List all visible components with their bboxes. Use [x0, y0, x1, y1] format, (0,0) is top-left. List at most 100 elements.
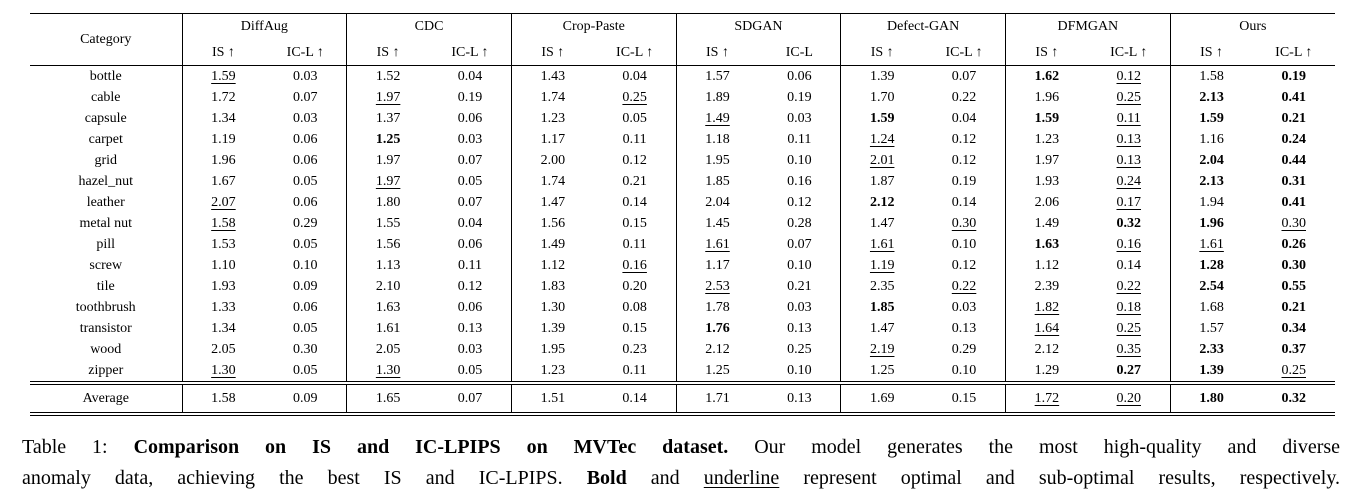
value: 1.16 — [1199, 132, 1224, 147]
value-cell: 0.21 — [1253, 108, 1335, 129]
value: 1.69 — [869, 390, 895, 406]
value-cell: 0.19 — [1253, 66, 1335, 88]
value: 1.93 — [211, 279, 236, 294]
value: 0.12 — [951, 153, 977, 168]
value: 0.07 — [951, 69, 977, 84]
table-row-toothbrush: toothbrush 1.33 0.06 1.63 0.06 1.30 0.08 1.78 0.… — [30, 297, 1335, 318]
value-cell: 2.04 — [1169, 150, 1253, 171]
sub-optimal-value: 1.59 — [211, 69, 236, 84]
table-row-hazel-nut: hazel_nut 1.67 0.05 1.97 0.05 1.74 0.21 1.85 0.1… — [30, 171, 1335, 192]
optimal-value: 0.24 — [1281, 132, 1307, 147]
value: 2.12 — [705, 342, 730, 357]
optimal-value: 1.25 — [375, 132, 401, 147]
value-cell: 1.49 — [1004, 213, 1088, 234]
value: 0.13 — [951, 321, 977, 336]
category-cell-carpet: carpet — [88, 132, 123, 147]
value: 1.29 — [1034, 363, 1060, 378]
value-cell: 0.04 — [594, 66, 676, 88]
value-cell: 0.07 — [264, 87, 346, 108]
value: 1.39 — [869, 69, 895, 84]
value-cell: 0.22 — [923, 87, 1005, 108]
sub-optimal-value: 0.30 — [951, 216, 977, 231]
value: 1.57 — [1199, 321, 1224, 336]
value-cell: 2.04 — [675, 192, 759, 213]
value-cell: 1.59 — [1169, 108, 1253, 129]
optimal-value: 0.44 — [1281, 153, 1307, 168]
value: 0.12 — [787, 195, 812, 210]
value-cell: 0.15 — [594, 318, 676, 339]
value-cell: 1.56 — [346, 234, 430, 255]
value: 0.29 — [951, 342, 977, 357]
table-row-zipper: zipper 1.30 0.05 1.30 0.05 1.23 0.11 1.25 0.10 1.… — [30, 360, 1335, 383]
value-cell: 0.30 — [1253, 213, 1335, 234]
caption-conjunction: and — [650, 467, 680, 489]
value-cell: 1.12 — [1004, 255, 1088, 276]
optimal-value: 2.04 — [1199, 153, 1224, 168]
value-cell: 1.96 — [1169, 213, 1253, 234]
value-cell: 0.10 — [923, 234, 1005, 255]
column-header-crop-paste-is: IS ↑ — [510, 40, 594, 66]
sub-optimal-value: 1.24 — [869, 132, 895, 147]
value: 0.11 — [622, 237, 647, 252]
value: 0.15 — [622, 216, 647, 231]
value: 1.57 — [705, 69, 730, 84]
value-cell: 1.45 — [675, 213, 759, 234]
sub-optimal-value: 1.97 — [375, 90, 401, 105]
value-cell: 0.17 — [1088, 192, 1170, 213]
value-cell: 0.30 — [1253, 255, 1335, 276]
sub-optimal-value: 0.35 — [1116, 342, 1142, 357]
category-column-header: Category — [30, 13, 182, 66]
category-cell-tile: tile — [96, 279, 115, 294]
value: 1.96 — [1034, 90, 1060, 105]
value-cell: 0.06 — [429, 297, 511, 318]
value: 0.29 — [293, 216, 318, 231]
value: 1.97 — [375, 153, 401, 168]
column-header-cdc-ic-l: IC-L ↑ — [429, 40, 512, 66]
column-header-dfmgan-is: IS ↑ — [1004, 40, 1088, 66]
value: 1.49 — [1034, 216, 1060, 231]
value-cell: 1.23 — [1004, 129, 1088, 150]
optimal-value: 0.27 — [1116, 363, 1142, 378]
value-cell: 1.29 — [1004, 360, 1088, 383]
value-cell: 0.34 — [1253, 318, 1335, 339]
value-cell: 0.21 — [594, 171, 676, 192]
value: 1.70 — [869, 90, 895, 105]
value: 0.03 — [787, 111, 812, 126]
value: 1.25 — [705, 363, 730, 378]
value: 1.65 — [375, 390, 401, 406]
sub-optimal-value: 1.30 — [211, 363, 236, 378]
value-cell: 2.00 — [510, 150, 594, 171]
metric-header-row: IS ↑ IC-L ↑ IS ↑ IC-L ↑ IS ↑ IC-L ↑ IS ↑ IC-L IS… — [30, 40, 1335, 66]
value-cell: 0.05 — [429, 360, 511, 383]
value: 0.06 — [293, 132, 318, 147]
column-header-defect-gan-is: IS ↑ — [840, 40, 924, 66]
value-cell: 0.23 — [594, 339, 676, 360]
value: 0.06 — [457, 237, 483, 252]
value-cell: 0.20 — [1087, 381, 1171, 414]
value-cell: 1.10 — [181, 255, 265, 276]
value-cell: 0.14 — [594, 192, 676, 213]
value: 1.97 — [1034, 153, 1060, 168]
sub-optimal-value: 2.53 — [705, 279, 730, 294]
value-cell: 0.25 — [1088, 318, 1170, 339]
value: 1.43 — [540, 69, 566, 84]
value: 1.47 — [869, 321, 895, 336]
value: 0.06 — [293, 153, 318, 168]
value-cell: 0.11 — [594, 234, 676, 255]
table-row-transistor: transistor 1.34 0.05 1.61 0.13 1.39 0.15 1.76 0.… — [30, 318, 1335, 339]
value-cell: 0.16 — [594, 255, 676, 276]
table-row-metal-nut: metal nut 1.58 0.29 1.55 0.04 1.56 0.15 1.45 0.2… — [30, 213, 1335, 234]
optimal-value: 2.13 — [1199, 90, 1224, 105]
value-cell: 0.12 — [758, 192, 840, 213]
optimal-value: 1.28 — [1199, 258, 1224, 273]
value: 0.13 — [787, 321, 812, 336]
sub-optimal-value: 0.11 — [1116, 111, 1141, 126]
value-cell: 1.72 — [181, 87, 265, 108]
category-cell-pill: pill — [96, 237, 116, 252]
value: 0.03 — [457, 342, 483, 357]
table-row-capsule: capsule 1.34 0.03 1.37 0.06 1.23 0.05 1.49 0.03 1… — [30, 108, 1335, 129]
sub-optimal-value: 0.22 — [1116, 279, 1142, 294]
value: 0.05 — [293, 237, 318, 252]
value-cell: 0.14 — [923, 192, 1005, 213]
results-table: Category DiffAug CDC Crop-Paste SDGAN Defect… — [30, 13, 1335, 416]
